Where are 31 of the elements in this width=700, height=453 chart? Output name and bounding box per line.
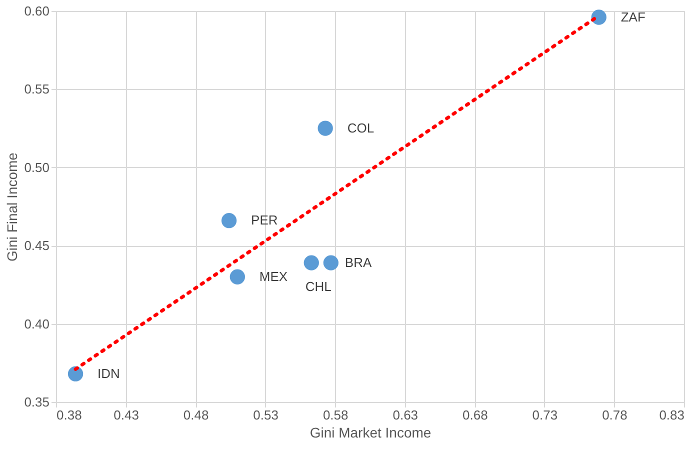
point xyxy=(221,213,237,228)
annotation: BRA xyxy=(344,254,372,270)
y-tick-label: 0.60 xyxy=(24,4,50,18)
y-axis-title: Gini Final Income xyxy=(4,152,20,262)
point xyxy=(318,120,333,136)
annotation: MEX xyxy=(259,268,288,284)
x-tick-label: 0.53 xyxy=(253,408,278,422)
y-tick-label: 0.45 xyxy=(24,238,50,254)
x-tick-label: 0.73 xyxy=(532,408,558,422)
annotation: CHL xyxy=(305,278,332,294)
annotation: ZAF xyxy=(620,9,646,24)
x-tick-label: 0.63 xyxy=(392,408,418,422)
x-tick-label: 0.68 xyxy=(462,408,488,422)
y-tick-label: 0.35 xyxy=(24,394,50,410)
x-tick-label: 0.83 xyxy=(659,408,684,422)
x-tick-label: 0.48 xyxy=(183,408,209,422)
x-axis-title: Gini Market Income xyxy=(310,424,432,440)
annotation: COL xyxy=(347,120,374,136)
annotation: PER xyxy=(251,212,278,228)
x-tick-label: 0.43 xyxy=(114,408,139,422)
point xyxy=(304,255,319,270)
y-tick-label: 0.55 xyxy=(24,82,50,97)
y-tick-label: 0.40 xyxy=(24,316,50,332)
x-tick-label: 0.38 xyxy=(56,408,82,422)
x-tick-label: 0.58 xyxy=(322,408,348,422)
point xyxy=(591,10,606,25)
x-tick-label: 0.78 xyxy=(602,408,628,422)
point xyxy=(230,269,246,284)
annotation: IDN xyxy=(98,366,120,381)
point xyxy=(323,255,339,270)
y-tick-label: 0.50 xyxy=(24,160,50,175)
